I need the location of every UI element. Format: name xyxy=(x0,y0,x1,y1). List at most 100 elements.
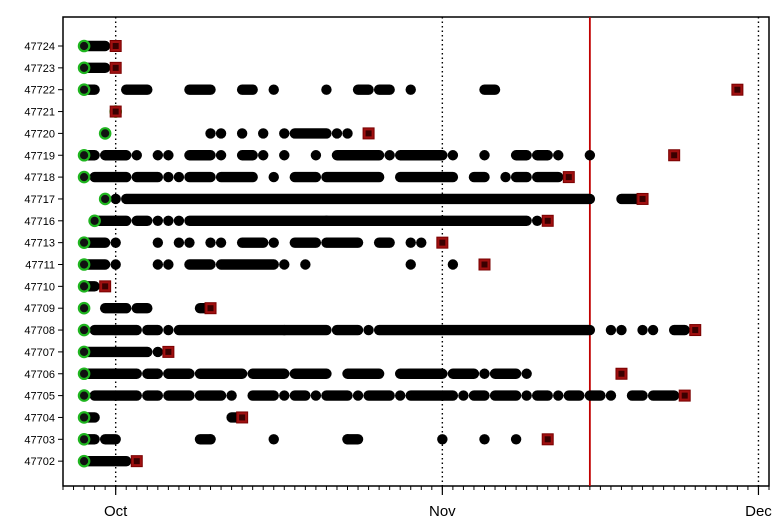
start-marker xyxy=(77,148,91,162)
observation-point xyxy=(616,324,627,336)
y-tick-label: 47711 xyxy=(25,260,55,272)
observation-point xyxy=(310,390,322,401)
observation-point xyxy=(553,390,564,401)
observation-point xyxy=(321,84,332,95)
series-row-47720 xyxy=(98,127,375,140)
observation-point xyxy=(205,237,216,248)
start-marker xyxy=(98,127,112,140)
series-row-47718 xyxy=(77,170,575,184)
y-tick-label: 47702 xyxy=(24,456,55,468)
observation-point xyxy=(447,150,459,161)
observation-point xyxy=(110,237,121,248)
end-marker-core xyxy=(207,305,214,312)
end-marker-core xyxy=(112,64,119,71)
end-marker-core xyxy=(544,436,551,443)
y-tick-label: 47720 xyxy=(24,128,55,140)
y-tick-label: 47703 xyxy=(24,434,55,446)
observation-point xyxy=(236,128,248,139)
observation-point xyxy=(152,346,164,358)
series-row-47724 xyxy=(77,39,122,53)
observation-point xyxy=(584,150,596,161)
end-marker-core xyxy=(439,239,446,246)
series-row-47716 xyxy=(88,214,554,228)
end-marker-core xyxy=(618,370,625,377)
observation-point xyxy=(268,84,279,95)
end-marker-core xyxy=(102,283,109,290)
observation-point xyxy=(163,368,174,379)
observation-point xyxy=(205,434,216,445)
observation-point xyxy=(342,434,353,445)
observation-point xyxy=(215,237,227,248)
series-rows xyxy=(77,39,744,468)
y-tick-label: 47721 xyxy=(24,107,55,119)
observation-point xyxy=(226,390,237,401)
series-row-47713 xyxy=(77,236,449,249)
y-tick-label: 47717 xyxy=(24,194,55,206)
observation-point xyxy=(173,237,185,248)
series-row-47710 xyxy=(77,280,112,293)
y-tick-label: 47707 xyxy=(24,347,55,359)
start-marker xyxy=(77,280,91,293)
series-row-47723 xyxy=(77,61,122,75)
start-marker xyxy=(77,454,91,468)
observation-point xyxy=(342,128,353,139)
y-tick-label: 47709 xyxy=(24,303,55,315)
observation-point xyxy=(173,215,185,226)
y-tick-label: 47708 xyxy=(24,325,55,337)
start-marker xyxy=(77,83,91,96)
end-marker-core xyxy=(692,327,699,334)
observation-point xyxy=(173,171,185,183)
y-tick-label: 47723 xyxy=(24,63,55,75)
start-marker xyxy=(77,39,91,53)
series-row-47709 xyxy=(77,301,217,315)
series-row-47702 xyxy=(77,454,143,468)
y-tick-label: 47705 xyxy=(24,391,55,403)
observation-point xyxy=(647,324,659,336)
observation-point xyxy=(152,237,164,248)
observation-point xyxy=(384,150,395,161)
start-marker xyxy=(77,432,91,446)
observation-point xyxy=(300,259,311,270)
end-marker-core xyxy=(481,261,488,268)
y-tick-label: 47719 xyxy=(24,150,55,162)
plot-frame xyxy=(62,16,770,487)
start-marker xyxy=(77,61,91,75)
y-tick-label: 47718 xyxy=(24,172,55,184)
y-axis: 47724 47723 47722 47721 47720 47719 47718 47717… xyxy=(24,41,63,468)
observation-point xyxy=(405,237,416,248)
start-marker xyxy=(77,411,91,424)
series-row-47706 xyxy=(77,367,628,381)
observation-point xyxy=(405,259,416,270)
observation-point xyxy=(405,84,416,95)
series-row-47705 xyxy=(77,389,691,402)
observation-point xyxy=(279,128,290,139)
observation-point xyxy=(163,150,174,161)
end-marker-core xyxy=(681,392,688,399)
observation-point xyxy=(215,150,227,161)
start-marker xyxy=(77,323,91,337)
observation-point xyxy=(184,237,195,248)
x-tick-label: Dec xyxy=(745,503,772,520)
observation-point xyxy=(605,324,617,336)
observation-point xyxy=(479,368,490,379)
end-marker-core xyxy=(639,195,646,202)
y-tick-label: 47713 xyxy=(24,238,55,250)
observation-point xyxy=(205,128,216,139)
observation-point xyxy=(163,324,174,336)
series-row-47721 xyxy=(109,105,122,118)
series-row-47707 xyxy=(77,345,175,359)
observation-point xyxy=(279,150,290,161)
observation-point xyxy=(458,390,469,401)
observation-point xyxy=(416,237,427,248)
observation-point xyxy=(510,434,522,445)
observation-point xyxy=(279,259,290,270)
observation-point xyxy=(352,390,364,401)
series-row-47703 xyxy=(77,432,554,446)
end-marker-core xyxy=(565,174,572,181)
x-tick-label: Nov xyxy=(429,503,456,520)
observation-point xyxy=(363,324,374,336)
y-tick-label: 47710 xyxy=(24,281,55,293)
observation-point xyxy=(447,259,459,270)
observation-point xyxy=(163,215,174,226)
observation-point xyxy=(637,324,648,336)
